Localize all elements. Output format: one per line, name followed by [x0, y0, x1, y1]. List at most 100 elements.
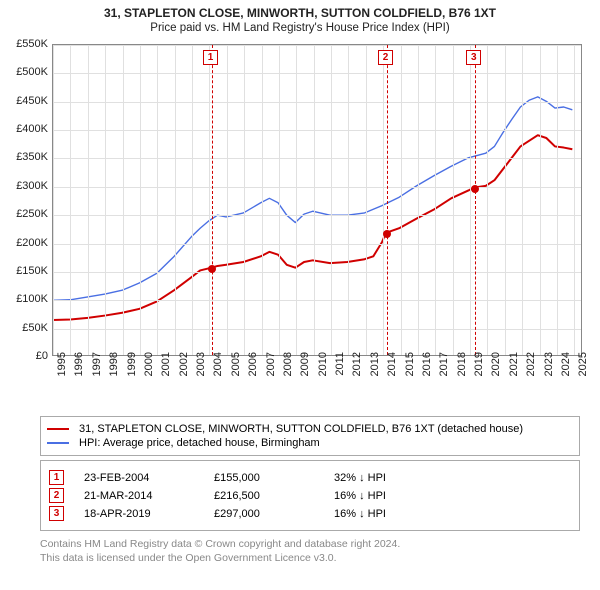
- y-axis-label: £400K: [8, 123, 48, 135]
- gridline-v: [401, 45, 402, 355]
- gridline-v: [505, 45, 506, 355]
- gridline-h: [53, 329, 581, 330]
- footer-text: Contains HM Land Registry data © Crown c…: [40, 537, 592, 565]
- sale-diff: 16% ↓ HPI: [334, 490, 386, 502]
- y-axis-label: £100K: [8, 293, 48, 305]
- gridline-h: [53, 73, 581, 74]
- gridline-v: [383, 45, 384, 355]
- gridline-v: [105, 45, 106, 355]
- gridline-v: [244, 45, 245, 355]
- gridline-h: [53, 300, 581, 301]
- sale-date: 23-FEB-2004: [84, 472, 214, 484]
- plot-area: [52, 44, 582, 356]
- x-axis-label: 1997: [91, 352, 103, 392]
- gridline-h: [53, 45, 581, 46]
- gridline-h: [53, 272, 581, 273]
- footer-line-1: Contains HM Land Registry data © Crown c…: [40, 537, 592, 551]
- gridline-v: [192, 45, 193, 355]
- x-axis-label: 2007: [265, 352, 277, 392]
- x-axis-label: 2013: [369, 352, 381, 392]
- gridline-v: [470, 45, 471, 355]
- x-axis-label: 1995: [56, 352, 68, 392]
- gridline-v: [314, 45, 315, 355]
- x-axis-label: 2005: [230, 352, 242, 392]
- sale-date: 18-APR-2019: [84, 508, 214, 520]
- legend-row: HPI: Average price, detached house, Birm…: [47, 437, 573, 449]
- sale-diff: 16% ↓ HPI: [334, 508, 386, 520]
- sale-number-box: 1: [49, 470, 64, 485]
- sale-marker-vline: [212, 45, 213, 355]
- y-axis-label: £0: [8, 350, 48, 362]
- x-axis-label: 2014: [386, 352, 398, 392]
- chart-svg: [53, 45, 581, 355]
- gridline-v: [487, 45, 488, 355]
- sale-marker-dot: [383, 230, 391, 238]
- x-axis-label: 2018: [456, 352, 468, 392]
- x-axis-label: 2002: [178, 352, 190, 392]
- legend-row: 31, STAPLETON CLOSE, MINWORTH, SUTTON CO…: [47, 423, 573, 435]
- x-axis-label: 2022: [525, 352, 537, 392]
- sale-diff: 32% ↓ HPI: [334, 472, 386, 484]
- gridline-v: [140, 45, 141, 355]
- y-axis-label: £150K: [8, 265, 48, 277]
- legend-swatch: [47, 442, 69, 444]
- x-axis-label: 1998: [108, 352, 120, 392]
- x-axis-label: 2025: [577, 352, 589, 392]
- container: 31, STAPLETON CLOSE, MINWORTH, SUTTON CO…: [0, 0, 600, 571]
- x-axis-label: 2023: [543, 352, 555, 392]
- x-axis-label: 2006: [247, 352, 259, 392]
- legend-label: 31, STAPLETON CLOSE, MINWORTH, SUTTON CO…: [79, 423, 523, 435]
- x-axis-label: 2020: [490, 352, 502, 392]
- gridline-v: [123, 45, 124, 355]
- sales-table: 1 23-FEB-2004£155,00032% ↓ HPI 2 21-MAR-201…: [40, 460, 580, 531]
- sale-marker-box: 1: [203, 50, 218, 65]
- gridline-v: [175, 45, 176, 355]
- gridline-h: [53, 102, 581, 103]
- y-axis-label: £450K: [8, 95, 48, 107]
- gridline-h: [53, 215, 581, 216]
- gridline-v: [227, 45, 228, 355]
- gridline-v: [540, 45, 541, 355]
- y-axis-label: £250K: [8, 208, 48, 220]
- sale-marker-dot: [208, 265, 216, 273]
- gridline-v: [279, 45, 280, 355]
- sale-date: 21-MAR-2014: [84, 490, 214, 502]
- y-axis-label: £50K: [8, 322, 48, 334]
- x-axis-label: 1999: [126, 352, 138, 392]
- gridline-v: [70, 45, 71, 355]
- sale-row: 1 23-FEB-2004£155,00032% ↓ HPI: [49, 470, 571, 485]
- gridline-h: [53, 244, 581, 245]
- sale-row: 318-APR-2019£297,00016% ↓ HPI: [49, 506, 571, 521]
- x-axis-label: 2024: [560, 352, 572, 392]
- gridline-v: [53, 45, 54, 355]
- gridline-v: [574, 45, 575, 355]
- sale-marker-box: 3: [466, 50, 481, 65]
- gridline-v: [157, 45, 158, 355]
- y-axis-label: £500K: [8, 66, 48, 78]
- gridline-v: [522, 45, 523, 355]
- sale-price: £155,000: [214, 472, 334, 484]
- chart-subtitle: Price paid vs. HM Land Registry's House …: [8, 22, 592, 34]
- gridline-v: [331, 45, 332, 355]
- gridline-v: [557, 45, 558, 355]
- x-axis-label: 2003: [195, 352, 207, 392]
- gridline-v: [348, 45, 349, 355]
- sale-price: £216,500: [214, 490, 334, 502]
- gridline-v: [435, 45, 436, 355]
- y-axis-label: £550K: [8, 38, 48, 50]
- gridline-v: [366, 45, 367, 355]
- x-axis-label: 2021: [508, 352, 520, 392]
- sale-row: 2 21-MAR-2014£216,50016% ↓ HPI: [49, 488, 571, 503]
- gridline-h: [53, 158, 581, 159]
- x-axis-label: 2011: [334, 352, 346, 392]
- y-axis-label: £200K: [8, 237, 48, 249]
- gridline-v: [296, 45, 297, 355]
- gridline-v: [209, 45, 210, 355]
- legend-swatch: [47, 428, 69, 430]
- x-axis-label: 2015: [404, 352, 416, 392]
- x-axis-label: 2001: [160, 352, 172, 392]
- y-axis-label: £350K: [8, 151, 48, 163]
- sale-number-box: 2: [49, 488, 64, 503]
- chart-wrap: £0£50K£100K£150K£200K£250K£300K£350K£400…: [8, 40, 592, 410]
- footer-line-2: This data is licensed under the Open Gov…: [40, 551, 592, 565]
